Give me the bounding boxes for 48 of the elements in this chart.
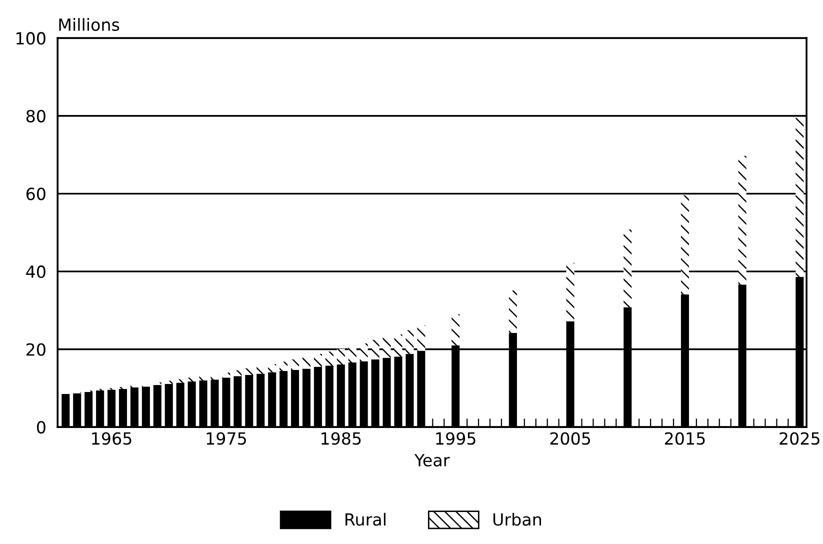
bar [796,118,804,277]
bar [302,357,311,369]
x-tick-label: 1975 [206,432,246,445]
bar [680,195,689,294]
bar [566,262,574,322]
bar [360,343,368,362]
bar [234,370,242,376]
bar [325,352,334,366]
x-tick-label: 1985 [322,432,361,445]
bar [348,346,356,362]
bar [452,314,460,346]
bar [417,325,426,351]
bar [280,362,288,372]
bar [199,376,208,380]
bar [738,156,746,285]
x-tick-label: 2025 [780,432,820,445]
legend-label: Urban [493,512,541,526]
bar [371,340,380,360]
y-tick-label: 80 [26,110,46,122]
x-tick-label: 1965 [92,432,132,445]
bar [291,359,300,370]
y-tick-label: 40 [26,265,46,278]
bar [508,290,517,333]
x-tick-label: 2015 [664,432,705,445]
bar [188,378,196,382]
bar [210,374,219,380]
bar [176,379,184,383]
bar [336,348,345,364]
y-tick-label: 60 [26,188,46,200]
x-tick-label: 2005 [550,432,590,445]
legend-label: Rural [346,512,386,526]
bar [256,366,265,374]
bar [382,337,391,358]
y-axis-title: Millions [59,18,120,31]
bar [268,364,276,372]
x-axis-title: Year [414,454,450,466]
y-tick-label: 0 [36,421,46,434]
bar [164,380,173,384]
x-tick-label: 1995 [436,432,476,445]
bar [406,330,414,354]
bar [394,334,402,357]
bar [222,372,230,378]
bar [314,354,322,367]
y-tick-label: 20 [26,343,46,356]
bar [245,368,254,375]
y-tick-label: 100 [16,32,46,45]
bar [624,229,632,308]
bar [153,382,162,386]
